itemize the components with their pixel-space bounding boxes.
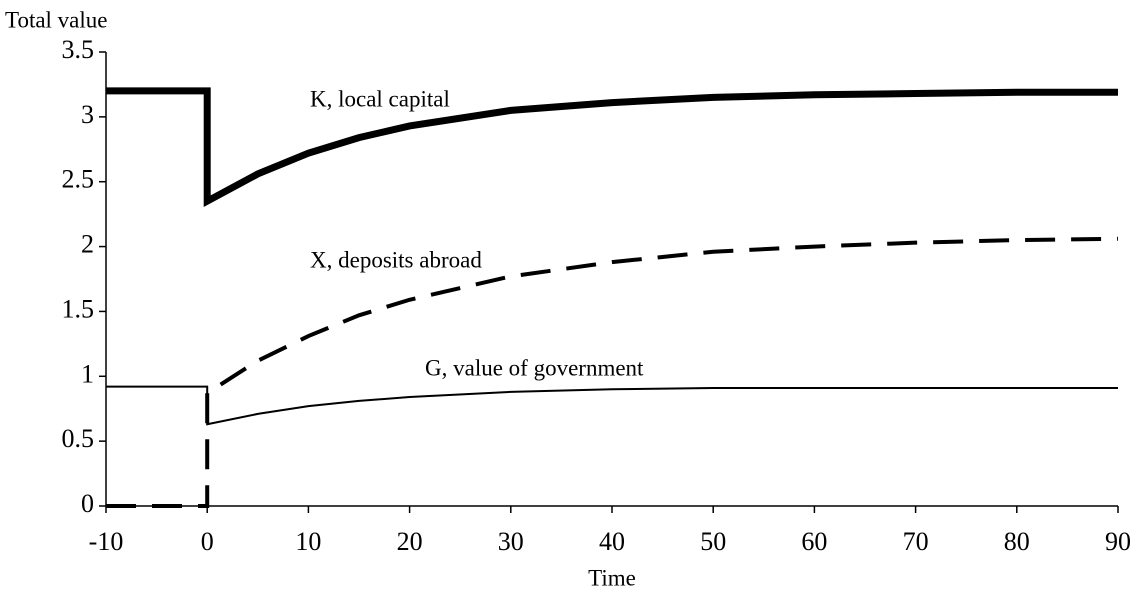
series-label: X, deposits abroad (310, 247, 482, 272)
y-tick-label: 2 (81, 230, 94, 259)
y-tick-label: 1 (81, 359, 94, 388)
x-tick-label: 40 (599, 527, 625, 556)
series-line (106, 385, 1118, 426)
y-tick-label: 0.5 (62, 424, 95, 453)
x-tick-label: 70 (903, 527, 929, 556)
y-tick-label: 0 (81, 489, 94, 518)
y-tick-label: 1.5 (62, 294, 95, 323)
x-tick-label: -10 (89, 527, 124, 556)
y-tick-label: 2.5 (62, 165, 95, 194)
y-tick-label: 3.5 (62, 35, 95, 64)
x-axis-label: Time (588, 565, 636, 590)
x-tick-label: 50 (700, 527, 726, 556)
x-tick-label: 30 (498, 527, 524, 556)
y-tick-label: 3 (81, 100, 94, 129)
x-tick-label: 80 (1004, 527, 1030, 556)
series-line (106, 236, 1119, 508)
x-tick-label: 90 (1105, 527, 1131, 556)
series-label: G, value of government (425, 355, 644, 380)
x-tick-label: 20 (397, 527, 423, 556)
series-line (106, 87, 1118, 208)
series-label: K, local capital (310, 86, 450, 111)
y-axis-label: Total value (5, 7, 108, 32)
x-tick-label: 0 (201, 527, 214, 556)
x-tick-label: 10 (295, 527, 321, 556)
x-tick-label: 60 (801, 527, 827, 556)
